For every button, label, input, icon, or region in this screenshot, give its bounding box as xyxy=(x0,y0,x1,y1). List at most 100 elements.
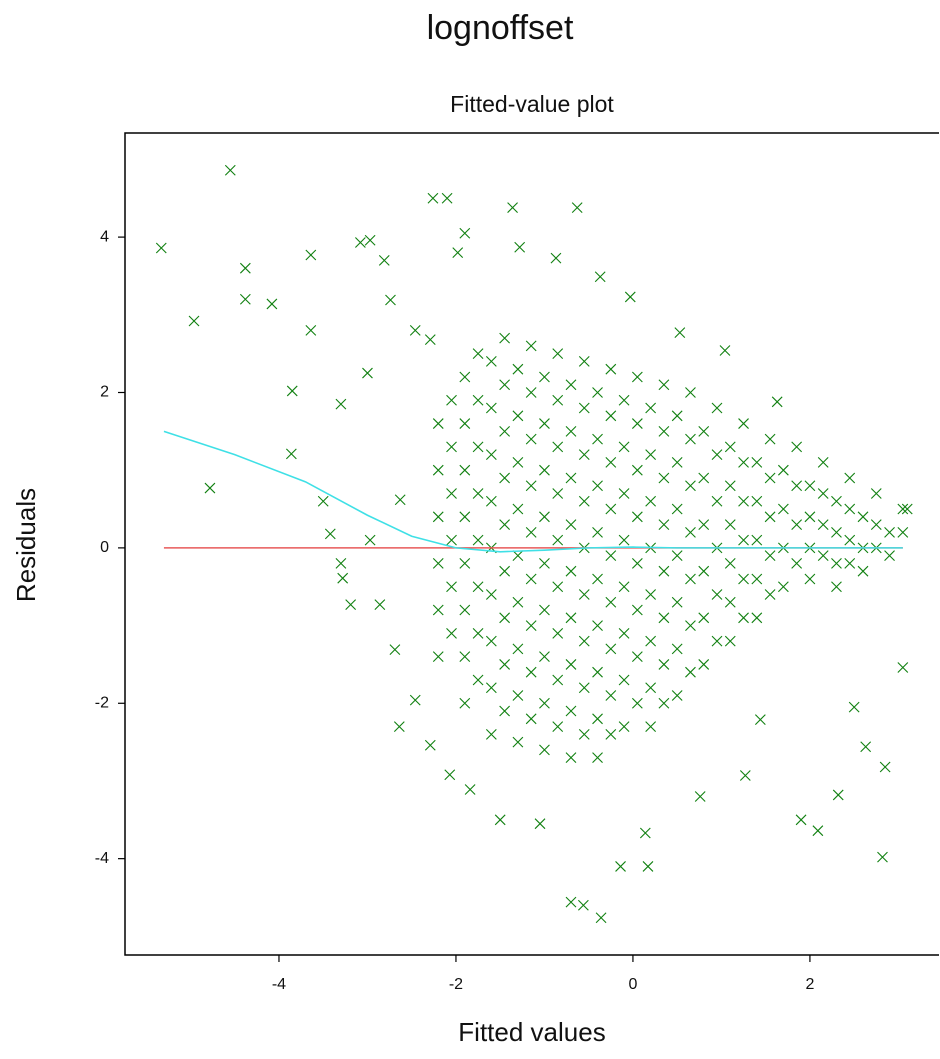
y-tick-label: 2 xyxy=(100,384,109,401)
point xyxy=(804,573,816,585)
y-axis-label: Residuals xyxy=(11,488,41,602)
point xyxy=(409,324,421,336)
point xyxy=(870,519,882,530)
point xyxy=(777,464,789,476)
point xyxy=(578,356,590,367)
point xyxy=(897,503,909,515)
point xyxy=(345,599,357,610)
point xyxy=(499,565,511,577)
point xyxy=(324,528,336,540)
point xyxy=(432,464,444,476)
point xyxy=(645,635,657,647)
point xyxy=(389,644,401,656)
point xyxy=(571,202,583,213)
point xyxy=(631,464,643,476)
point xyxy=(674,327,686,339)
point xyxy=(512,363,524,375)
point xyxy=(724,480,736,492)
point xyxy=(394,494,406,506)
point xyxy=(738,418,749,429)
point xyxy=(224,164,236,176)
point xyxy=(512,643,524,655)
point xyxy=(499,425,511,437)
point xyxy=(751,457,763,468)
point xyxy=(592,620,603,631)
point xyxy=(658,697,670,709)
point xyxy=(605,690,617,701)
point xyxy=(485,495,497,507)
point xyxy=(897,526,909,538)
point xyxy=(552,488,564,499)
point xyxy=(605,550,617,562)
point xyxy=(724,519,736,530)
point xyxy=(552,441,564,453)
point xyxy=(645,495,657,507)
y-tick-label: 0 xyxy=(100,539,109,556)
point xyxy=(565,519,577,530)
point xyxy=(764,589,776,600)
point xyxy=(901,503,913,515)
point xyxy=(364,534,376,546)
point xyxy=(552,348,564,360)
point xyxy=(441,192,453,204)
point xyxy=(698,565,710,577)
point xyxy=(459,418,471,429)
point xyxy=(552,394,564,406)
point xyxy=(804,480,816,492)
point xyxy=(764,511,776,523)
point xyxy=(624,291,636,303)
point xyxy=(472,348,484,360)
point xyxy=(738,457,749,468)
point xyxy=(671,503,683,515)
plot-frame xyxy=(124,132,939,956)
point xyxy=(459,558,471,569)
point xyxy=(512,503,524,515)
x-tick-label: -2 xyxy=(449,976,463,993)
point xyxy=(565,612,577,624)
point xyxy=(364,234,376,246)
point xyxy=(844,472,856,484)
point xyxy=(424,334,436,346)
point xyxy=(485,589,497,600)
point xyxy=(711,449,723,461)
point xyxy=(605,410,617,422)
point xyxy=(738,495,749,507)
y-tick-label: -4 xyxy=(95,850,109,867)
point xyxy=(857,511,869,523)
point xyxy=(499,379,511,391)
point xyxy=(578,682,590,694)
point xyxy=(724,596,736,608)
point xyxy=(578,728,590,740)
point xyxy=(631,651,643,663)
point xyxy=(578,635,590,647)
point xyxy=(446,394,457,406)
point xyxy=(739,770,751,781)
point xyxy=(432,604,444,616)
point xyxy=(409,694,421,706)
point xyxy=(738,612,749,624)
point xyxy=(751,534,763,546)
point xyxy=(812,825,824,837)
point xyxy=(446,581,457,593)
point xyxy=(459,371,471,383)
plot-area xyxy=(155,164,913,924)
point xyxy=(711,589,723,600)
point xyxy=(658,379,670,391)
point xyxy=(698,472,710,484)
point xyxy=(385,294,396,306)
point xyxy=(499,659,511,670)
point xyxy=(432,651,444,663)
point xyxy=(286,385,298,397)
point xyxy=(777,581,789,593)
point xyxy=(459,651,471,663)
point xyxy=(658,472,670,484)
point xyxy=(362,367,373,379)
point xyxy=(791,441,803,453)
point xyxy=(525,713,537,725)
point xyxy=(378,255,390,266)
point xyxy=(444,769,456,781)
point xyxy=(639,827,651,839)
point xyxy=(605,457,617,468)
x-tick-label: -4 xyxy=(272,976,286,993)
